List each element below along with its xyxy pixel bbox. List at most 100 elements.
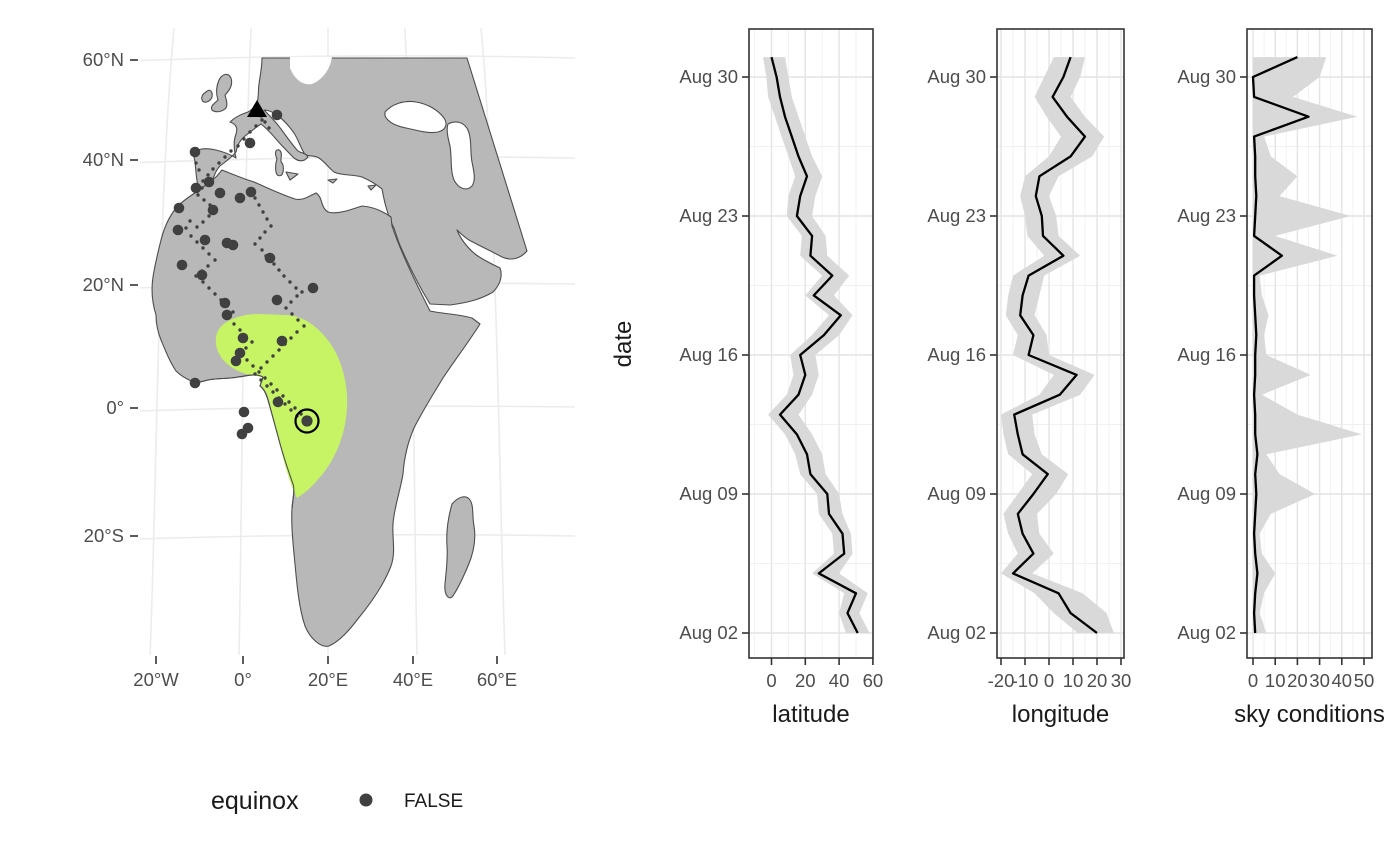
y-tick-label: Aug 09 — [1177, 483, 1236, 504]
panel-data — [1001, 56, 1114, 634]
track-small-dot — [284, 306, 288, 310]
timeseries-panels: Aug 30 Aug 23 Aug 16 Aug 09 Aug 02 0 20 40 60 lat… — [610, 28, 1385, 728]
track-small-dot — [217, 161, 221, 165]
map-x-tick-label: 0° — [234, 669, 252, 690]
y-tick-label: Aug 16 — [927, 344, 986, 365]
x-tick-label: 20 — [1087, 670, 1108, 691]
track-small-dot — [289, 408, 293, 412]
legend-title: equinox — [211, 787, 299, 815]
track-small-dot — [253, 196, 257, 200]
track-small-dot — [296, 318, 300, 322]
track-small-dot — [207, 286, 211, 290]
y-tick-label: Aug 16 — [1177, 344, 1236, 365]
track-small-dot — [253, 372, 257, 376]
track-small-dot — [289, 300, 293, 304]
track-small-dot — [238, 328, 242, 332]
track-small-dot — [231, 310, 235, 314]
map-axes: 20°W 0° 20°E 40°E 60°E 60°N 40°N 20°N 0° 20°S — [83, 49, 518, 690]
track-point-dot — [207, 204, 219, 216]
track-small-dot — [248, 130, 252, 134]
y-tick-label: Aug 02 — [927, 622, 986, 643]
track-small-dot — [245, 358, 249, 362]
panel-border — [748, 28, 874, 659]
x-tick-label: 0 — [1044, 670, 1054, 691]
x-tick-label: 10 — [1265, 670, 1286, 691]
track-small-dot — [282, 274, 286, 278]
track-small-dot — [195, 240, 199, 244]
track-small-dot — [213, 258, 217, 262]
y-tick-label: Aug 02 — [679, 622, 738, 643]
legend: equinox FALSE — [211, 787, 463, 815]
ireland-island — [201, 89, 213, 103]
x-tick-label: 20 — [795, 670, 816, 691]
panel-data — [763, 56, 870, 634]
track-small-dot — [263, 376, 267, 380]
track-small-dot — [189, 234, 193, 238]
baltic-sea — [290, 57, 332, 85]
sicily-island — [285, 171, 299, 181]
track-small-dot — [201, 220, 205, 224]
track-point-dot — [264, 252, 276, 264]
track-small-dot — [288, 280, 292, 284]
data-line — [1011, 56, 1098, 634]
x-tick-label: -20 — [988, 670, 1015, 691]
meridian-60e — [480, 28, 506, 656]
track-point-dot — [236, 428, 248, 440]
map-x-tick-label: 20°W — [133, 669, 179, 690]
track-small-dot — [242, 137, 246, 141]
map-y-tick-label: 60°N — [83, 49, 124, 70]
track-point-dot — [237, 332, 249, 344]
map-y-tick-label: 20°S — [84, 525, 124, 546]
ribbon-band — [763, 57, 870, 634]
panel-sky-conditions: Aug 30 Aug 23 Aug 16 Aug 09 Aug 02 0 10 20 30 40 5… — [1177, 28, 1385, 728]
highlighted-point — [301, 415, 313, 427]
track-small-dot — [201, 280, 205, 284]
map-y-tick-label: 20°N — [83, 274, 124, 295]
x-tick-label: 50 — [1354, 670, 1375, 691]
highlight-circle-marker — [294, 408, 320, 434]
track-point-dot — [244, 137, 256, 149]
y-tick-label: Aug 02 — [1177, 622, 1236, 643]
start-triangle-marker — [247, 100, 267, 117]
y-tick-label: Aug 30 — [679, 66, 738, 87]
track-point-dot — [230, 355, 242, 367]
track-point-dot — [172, 224, 184, 236]
track-small-dot — [283, 402, 287, 406]
track-small-dot — [265, 217, 269, 221]
track-small-dot — [261, 210, 265, 214]
meridian-20w — [149, 28, 175, 656]
crete-island — [327, 178, 338, 184]
x-tick-label: 40 — [829, 670, 850, 691]
track-small-dot — [194, 161, 198, 165]
track-point-dot — [271, 109, 283, 121]
track-point-dot — [173, 202, 185, 214]
track-small-dot — [265, 384, 269, 388]
map-y-tick-label: 0° — [106, 397, 124, 418]
map-x-tick-label: 40°E — [393, 669, 433, 690]
track-small-dot — [211, 167, 215, 171]
track-small-dot — [275, 388, 279, 392]
track-small-dot — [293, 406, 297, 410]
x-tick-label: -10 — [1012, 670, 1039, 691]
track-small-dot — [250, 340, 254, 344]
track-small-dot — [244, 346, 248, 350]
track-small-dot — [201, 246, 205, 250]
legend-item-label: FALSE — [404, 791, 463, 812]
x-tick-label: 40 — [1332, 670, 1353, 691]
meridian-40w — [64, 28, 98, 655]
track-small-dot — [197, 168, 201, 172]
track-point-dot — [307, 282, 319, 294]
map-x-tick-label: 60°E — [477, 669, 517, 690]
track-small-dot — [272, 262, 276, 266]
track-small-dot — [236, 144, 240, 148]
track-points — [172, 109, 319, 440]
track-small-dot — [196, 193, 200, 197]
madagascar-island — [444, 496, 476, 599]
track-small-dot — [188, 219, 192, 223]
y-tick-label: Aug 09 — [927, 483, 986, 504]
inland-seas — [290, 57, 475, 190]
map-x-tick-label: 20°E — [308, 669, 348, 690]
y-tick-label: Aug 16 — [679, 344, 738, 365]
